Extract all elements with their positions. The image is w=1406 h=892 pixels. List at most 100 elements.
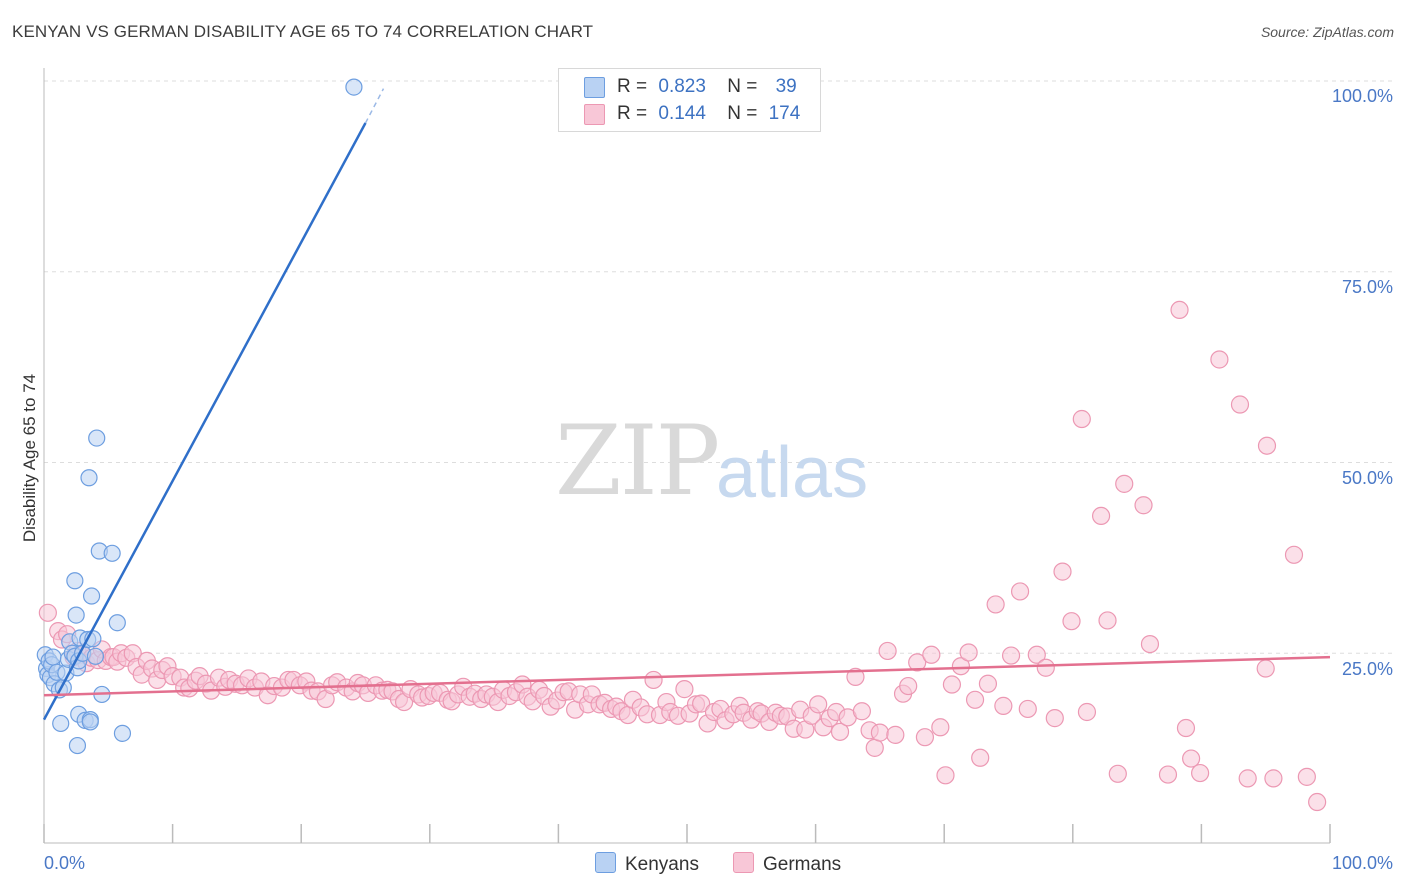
- gridlines: [44, 80, 1395, 654]
- x-tick-label-max: 100.0%: [1331, 853, 1393, 873]
- kenyans-trend-extension: [364, 88, 385, 124]
- kenyans-point: [44, 648, 62, 666]
- axes: [43, 68, 1331, 844]
- germans-point: [971, 748, 990, 767]
- y-tick-label-25: 25.0%: [1341, 659, 1393, 679]
- germans-point: [1230, 395, 1250, 414]
- chart-title: KENYAN VS GERMAN DISABILITY AGE 65 TO 74…: [12, 22, 594, 41]
- watermark-atlas: atlas: [716, 433, 869, 513]
- germans-point: [1108, 764, 1127, 783]
- germans-point: [1098, 611, 1117, 630]
- germans-point: [1010, 582, 1030, 601]
- kenyans-point: [67, 606, 85, 624]
- germans-point: [1170, 300, 1189, 319]
- legend-kenyans-swatch: [595, 852, 616, 873]
- y-tick-label-75: 75.0%: [1341, 277, 1393, 297]
- germans-point: [1091, 506, 1111, 526]
- kenyans-point: [86, 647, 105, 665]
- germans-point: [1191, 763, 1210, 783]
- germans-n-label: N =: [727, 103, 758, 124]
- kenyans-r-label: R =: [617, 76, 648, 97]
- germans-point: [1176, 718, 1196, 738]
- germans-point: [644, 670, 663, 690]
- x-tick-label-min: 0.0%: [44, 853, 86, 873]
- germans-point: [936, 766, 955, 785]
- germans-point: [986, 595, 1005, 614]
- kenyans-r-value: 0.823: [658, 76, 706, 97]
- legend-germans-label: Germans: [763, 854, 842, 875]
- germans-point: [1238, 769, 1257, 788]
- kenyans-point: [108, 614, 126, 632]
- germans-point: [675, 680, 694, 699]
- kenyans-points: [36, 78, 363, 755]
- kenyans-point: [66, 572, 84, 590]
- germans-point: [865, 738, 884, 757]
- kenyans-point: [82, 587, 101, 605]
- germans-point: [830, 722, 850, 741]
- kenyans-swatch: [584, 77, 605, 98]
- source-label: Source: ZipAtlas.com: [1260, 24, 1394, 40]
- legend-kenyans-label: Kenyans: [625, 854, 699, 875]
- germans-point: [1027, 645, 1046, 664]
- legend-kenyans[interactable]: Kenyans: [595, 852, 699, 876]
- germans-point: [1158, 765, 1178, 784]
- germans-point: [692, 694, 711, 713]
- trend-lines: [42, 88, 1331, 721]
- kenyans-point: [103, 544, 121, 562]
- germans-point: [809, 695, 828, 714]
- germans-point: [1077, 702, 1097, 722]
- germans-r-label: R =: [617, 103, 648, 124]
- germans-point: [1018, 699, 1037, 719]
- germans-point: [1134, 496, 1153, 515]
- germans-trend-line: [43, 655, 1331, 697]
- germans-point: [1062, 612, 1081, 631]
- germans-point: [931, 718, 950, 737]
- germans-point: [1308, 792, 1327, 812]
- kenyans-point: [80, 469, 98, 487]
- germans-point: [1045, 709, 1064, 728]
- germans-points: [38, 300, 1327, 812]
- germans-point: [852, 702, 871, 721]
- germans-point: [994, 696, 1013, 715]
- germans-point: [959, 643, 978, 662]
- germans-point: [978, 674, 998, 693]
- germans-point: [1257, 436, 1277, 455]
- germans-point: [1264, 769, 1283, 788]
- germans-swatch: [584, 104, 605, 125]
- germans-point: [1036, 658, 1055, 677]
- germans-point: [1140, 634, 1160, 654]
- y-axis-label: Disability Age 65 to 74: [20, 373, 39, 543]
- germans-point: [878, 641, 897, 661]
- germans-point: [1001, 646, 1021, 665]
- germans-point: [908, 653, 927, 672]
- germans-point: [1072, 409, 1091, 429]
- kenyans-point: [113, 724, 132, 742]
- germans-point: [915, 728, 935, 747]
- germans-point: [899, 676, 918, 696]
- kenyans-n-label: N =: [727, 76, 758, 97]
- watermark-zip: ZIP: [555, 405, 720, 517]
- germans-point: [1210, 350, 1229, 369]
- germans-point: [1115, 474, 1134, 493]
- y-tick-label-100: 100.0%: [1331, 86, 1393, 106]
- kenyans-point: [52, 714, 70, 733]
- germans-point: [1182, 749, 1201, 768]
- legend-germans[interactable]: Germans: [733, 852, 841, 876]
- germans-point: [1256, 659, 1275, 678]
- legend-germans-swatch: [733, 852, 754, 873]
- kenyans-n-value: 39: [775, 76, 797, 97]
- germans-n-value: 174: [768, 103, 801, 124]
- kenyans-trend-line: [42, 122, 367, 721]
- germans-r-value: 0.144: [658, 103, 706, 124]
- germans-point: [1297, 767, 1316, 786]
- correlation-stats-box: R = 0.823 N = 39 R = 0.144 N = 174: [558, 68, 821, 132]
- kenyans-point: [88, 429, 106, 447]
- germans-point: [965, 690, 985, 709]
- germans-point: [846, 667, 865, 687]
- germans-point: [38, 603, 57, 622]
- germans-point: [886, 725, 905, 744]
- kenyans-point: [68, 736, 87, 755]
- y-tick-label-50: 50.0%: [1341, 468, 1393, 488]
- germans-point: [870, 723, 890, 742]
